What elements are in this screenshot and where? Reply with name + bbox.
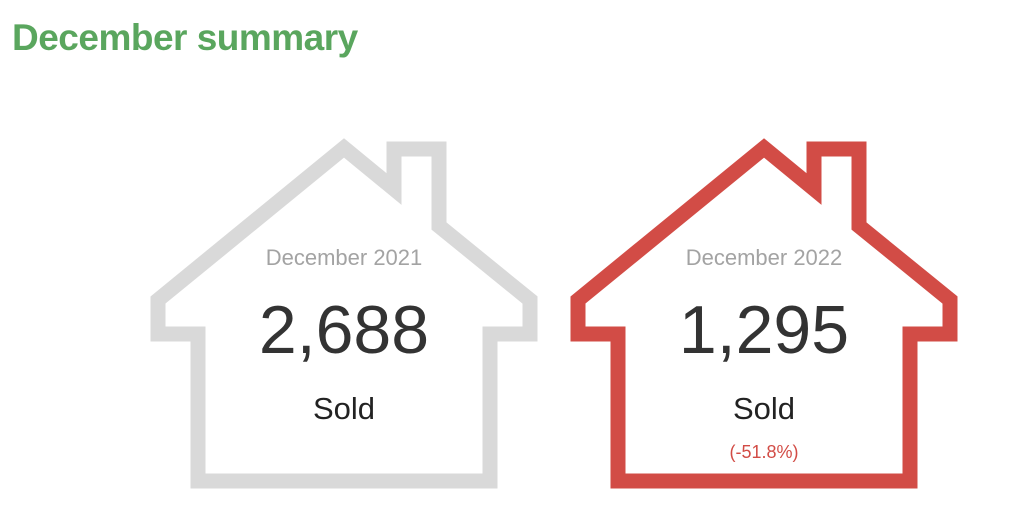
house-card-2022: December 2022 1,295 Sold (-51.8%) — [568, 138, 960, 489]
sold-label-2022: Sold — [732, 391, 796, 426]
sold-count-2022: 1,295 — [678, 292, 850, 368]
house-card-2021: December 2021 2,688 Sold — [148, 138, 540, 489]
period-label-2021: December 2021 — [265, 245, 423, 270]
sold-label-2021: Sold — [312, 391, 376, 426]
house-outline-icon — [570, 138, 958, 489]
house-outline-icon — [150, 138, 538, 489]
change-percent-2022: (-51.8%) — [729, 442, 799, 462]
period-label-2022: December 2022 — [685, 245, 843, 270]
page-title: December summary — [12, 17, 358, 58]
sold-count-2021: 2,688 — [258, 292, 430, 368]
